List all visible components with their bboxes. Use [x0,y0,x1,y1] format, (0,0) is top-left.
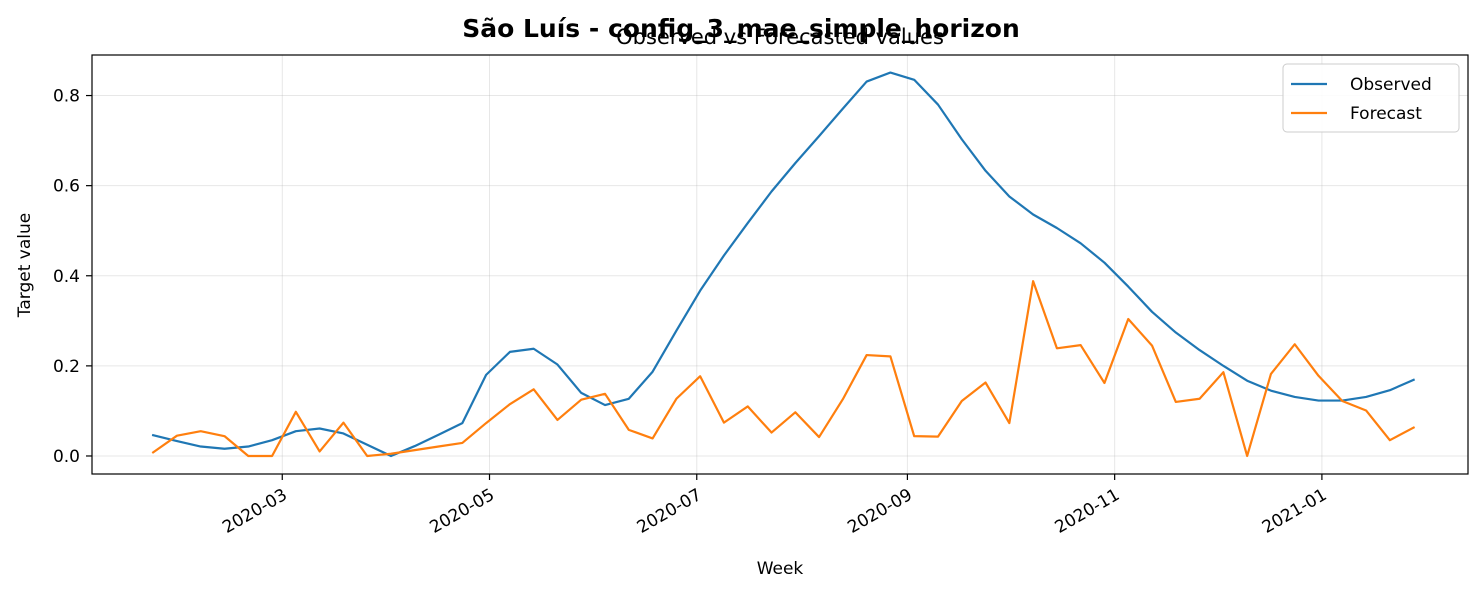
x-axis-label: Week [757,559,804,579]
series-line-forecast [151,280,1416,458]
plot-area-frame [91,54,1469,475]
y-tick-label: 0.0 [53,447,80,467]
legend-label-forecast: Forecast [1350,104,1422,124]
y-axis-label: Target value [15,213,35,318]
y-tick-label: 0.6 [53,177,80,197]
y-tick-label: 0.8 [53,87,80,107]
y-tick-label: 0.2 [53,357,80,377]
series-line-observed [151,71,1416,458]
chart-title: Observed vs Forecasted values [616,25,944,49]
legend: Observed Forecast [1282,63,1460,133]
y-tick-label: 0.4 [53,267,80,287]
figure-suptitle: São Luís - config_3_mae_simple_horizon [462,14,1020,43]
legend-label-observed: Observed [1350,75,1432,95]
legend-box [1282,63,1460,133]
series-lines [151,71,1416,458]
